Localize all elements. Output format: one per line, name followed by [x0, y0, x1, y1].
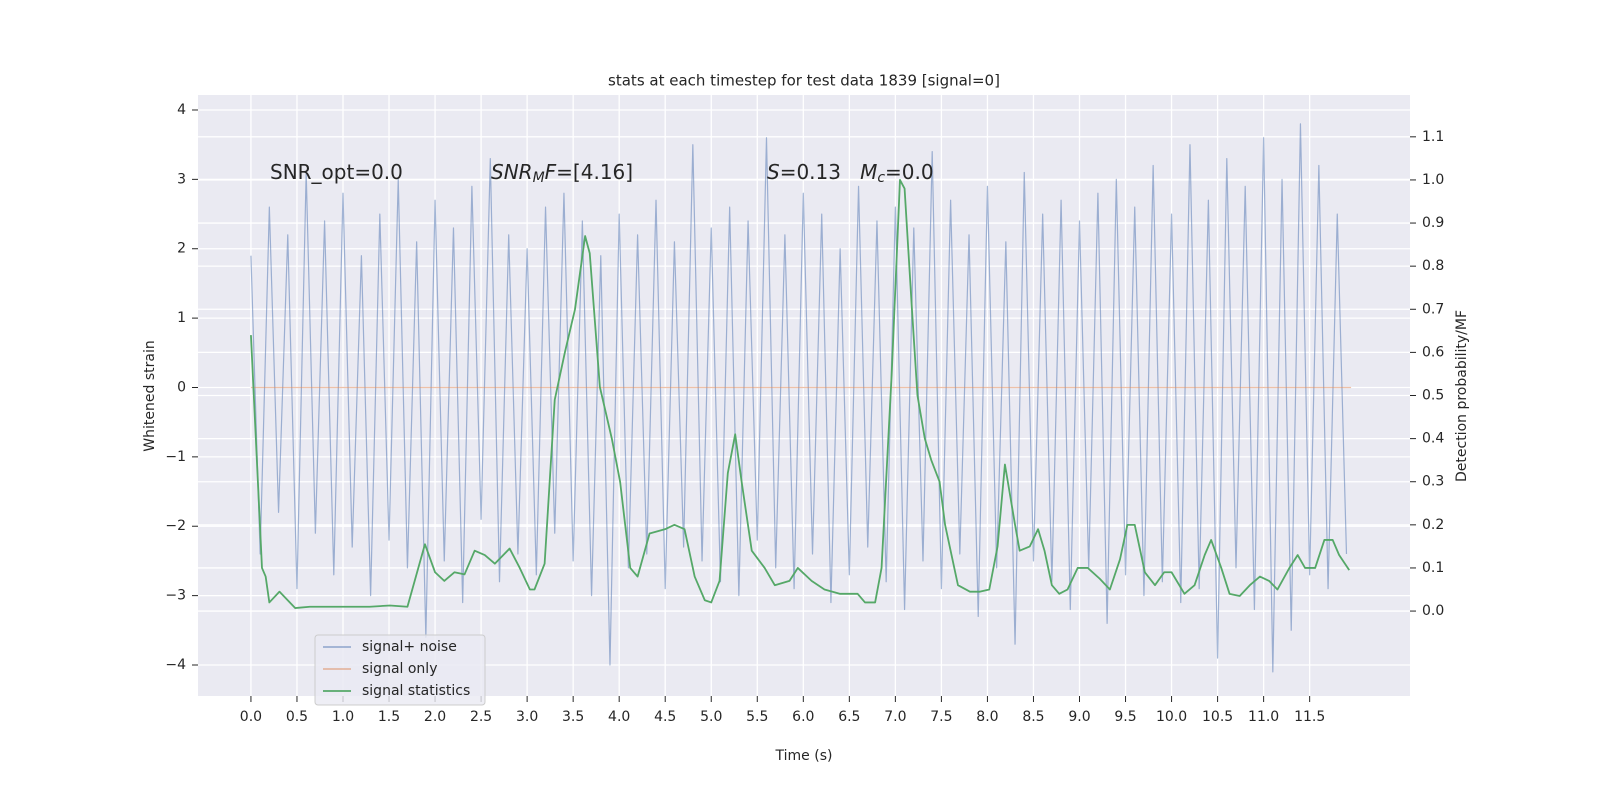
labels: −4 −3 −2 −1 0 1 2 3 4 0.0 0.1 0.2 0.3 0.4 0.5 0.6 0.7 0.8…	[165, 102, 1444, 725]
x-tick-label: 6.0	[792, 709, 814, 725]
annotation-part: SNR	[491, 160, 533, 184]
y-tick-label: 2	[177, 241, 186, 257]
annotation-part: c	[877, 170, 885, 186]
x-tick-label: 3.0	[516, 709, 538, 725]
x-tick-label: 1.5	[378, 709, 400, 725]
chart-title: stats at each timestep for test data 183…	[608, 72, 1000, 90]
x-tick-label: 2.0	[424, 709, 446, 725]
y2-tick-label: 0.1	[1422, 560, 1444, 576]
y-tick-label: −1	[165, 449, 186, 465]
y2-tick-label: 0.9	[1422, 215, 1444, 231]
y2-tick-label: 0.2	[1422, 517, 1444, 533]
x-tick-label: 2.5	[470, 709, 492, 725]
legend-label: signal statistics	[362, 683, 470, 699]
x-tick-label: 3.5	[562, 709, 584, 725]
x-tick-label: 10.5	[1202, 709, 1233, 725]
x-tick-label: 0.5	[286, 709, 308, 725]
y-tick-label: 1	[177, 310, 186, 326]
x-tick-label: 10.0	[1156, 709, 1187, 725]
x-tick-label: 1.0	[332, 709, 354, 725]
x-tick-label: 5.0	[700, 709, 722, 725]
y-tick-label: 0	[177, 379, 186, 395]
x-tick-label: 4.0	[608, 709, 630, 725]
y2-tick-label: 0.8	[1422, 258, 1444, 274]
y-tick-label: −4	[165, 657, 186, 673]
x-tick-label: 7.0	[884, 709, 906, 725]
x-tick-label: 4.5	[654, 709, 676, 725]
annotation: SNRMF=[4.16]	[491, 160, 633, 187]
annotation-part: SNR_opt=0.0	[270, 160, 403, 184]
annotation-part: M	[860, 160, 877, 184]
y2-tick-label: 1.0	[1422, 172, 1444, 188]
legend-label: signal only	[362, 661, 437, 677]
annotation-part: =0.0	[885, 160, 934, 184]
y-tick-label: 3	[177, 171, 186, 187]
legend-label: signal+ noise	[362, 639, 457, 655]
y2-tick-label: 0.6	[1422, 344, 1444, 360]
y-axis-label: Whitened strain	[142, 340, 158, 451]
annotation: S=0.13 Mc=0.0	[767, 160, 934, 187]
annotation-part: F	[545, 160, 557, 184]
y-tick-label: −3	[165, 588, 186, 604]
y2-tick-label: 0.3	[1422, 474, 1444, 490]
y2-tick-label: 0.0	[1422, 603, 1444, 619]
annotation-part: =0.13	[780, 160, 860, 184]
series-line	[250, 123, 1348, 673]
legend-box	[314, 634, 486, 706]
y2-tick-label: 0.5	[1422, 388, 1444, 404]
y2-axis-label: Detection probability/MF	[1454, 310, 1470, 482]
annotation-part: M	[533, 170, 545, 186]
x-tick-label: 11.0	[1248, 709, 1279, 725]
x-tick-label: 6.5	[838, 709, 860, 725]
marks	[250, 123, 1352, 673]
y2-tick-label: 0.7	[1422, 301, 1444, 317]
legend: signal+ noise signal only signal statistic…	[314, 634, 486, 706]
annotation-part: =[4.16]	[556, 160, 633, 184]
x-tick-label: 8.0	[976, 709, 998, 725]
x-tick-label: 8.5	[1022, 709, 1044, 725]
x-axis-label: Time (s)	[775, 748, 833, 764]
y2-tick-label: 1.1	[1422, 129, 1444, 145]
annotation: SNR_opt=0.0	[270, 160, 403, 184]
y-tick-label: 4	[177, 102, 186, 118]
x-tick-label: 7.5	[930, 709, 952, 725]
x-tick-label: 5.5	[746, 709, 768, 725]
x-tick-label: 0.0	[240, 709, 262, 725]
y-tick-label: −2	[165, 518, 186, 534]
annotation-part: S	[767, 160, 780, 184]
x-tick-label: 9.0	[1068, 709, 1090, 725]
series-line	[250, 179, 1350, 609]
x-tick-label: 11.5	[1294, 709, 1325, 725]
x-tick-label: 9.5	[1114, 709, 1136, 725]
y2-tick-label: 0.4	[1422, 431, 1444, 447]
